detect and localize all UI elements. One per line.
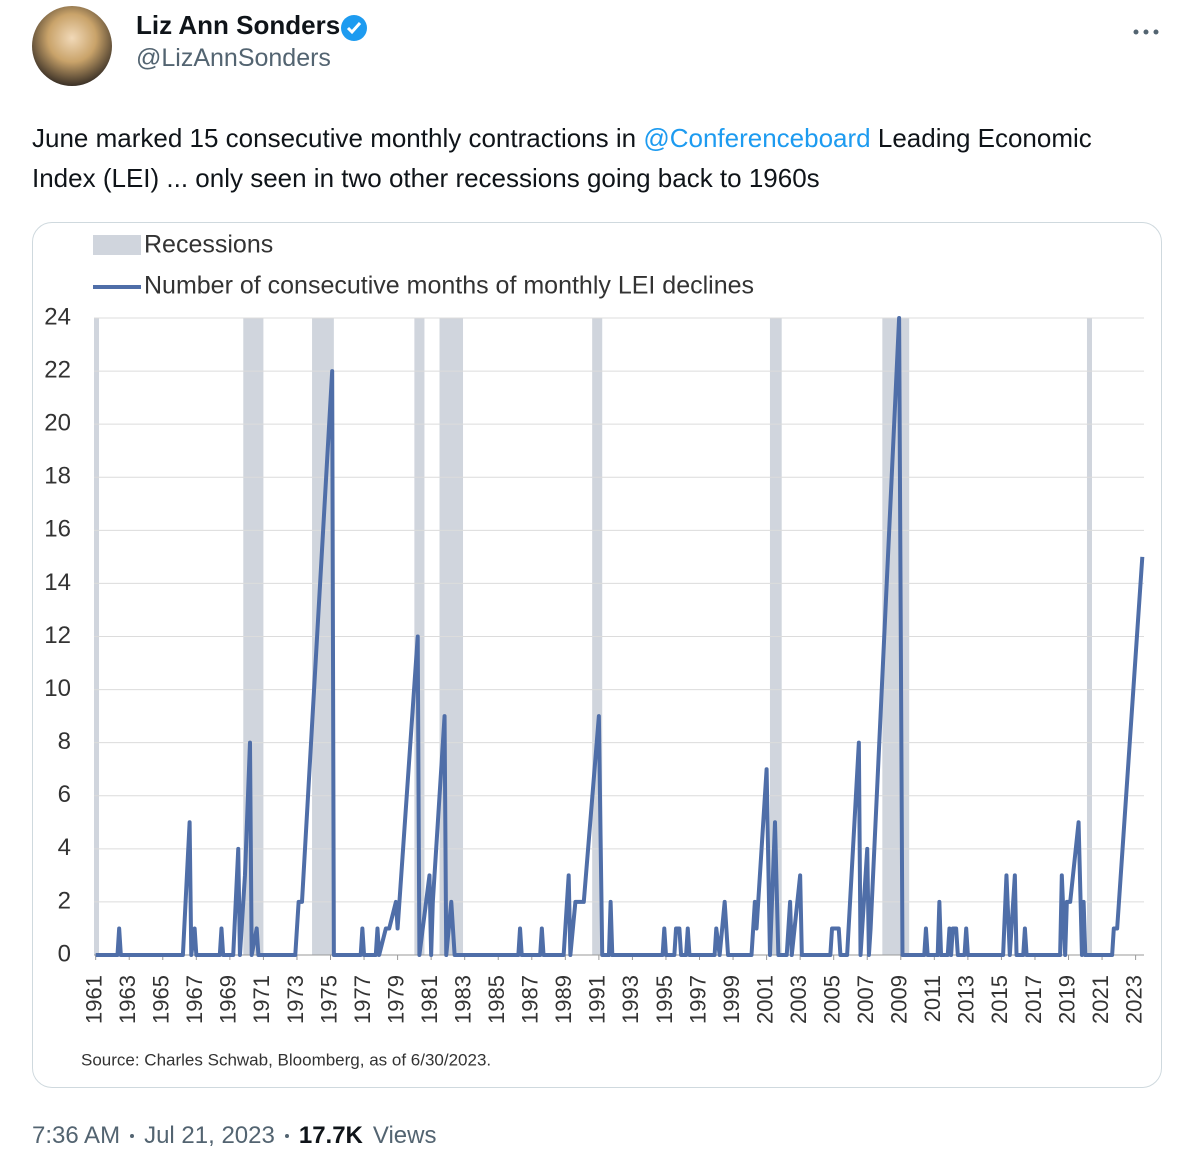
y-tick-label: 14 — [44, 569, 71, 596]
x-tick-label: 2005 — [820, 975, 845, 1024]
x-tick-label: 1991 — [585, 975, 610, 1024]
y-tick-label: 12 — [44, 622, 71, 649]
more-menu[interactable] — [1130, 26, 1162, 38]
source-note: Source: Charles Schwab, Bloomberg, as of… — [81, 1050, 491, 1069]
legend-label: Number of consecutive months of monthly … — [144, 272, 754, 300]
y-tick-label: 22 — [44, 356, 71, 383]
separator — [130, 1134, 135, 1138]
chart-card: 0 2 4 6 8 10 12 14 16 18 20 22 24 1961 1963 1965 1967 196… — [32, 222, 1162, 1088]
mention-link[interactable]: @Conferenceboard — [643, 123, 871, 153]
x-tick-label: 2021 — [1088, 975, 1113, 1024]
series-line — [95, 316, 1145, 957]
y-tick-label: 4 — [58, 834, 71, 861]
x-tick-label: 1969 — [216, 975, 241, 1024]
verified-badge — [341, 15, 367, 41]
x-tick-label: 2007 — [853, 975, 878, 1024]
x-tick-label: 1961 — [81, 975, 106, 1024]
x-tick-label: 2009 — [887, 975, 912, 1024]
y-tick-label: 8 — [58, 728, 71, 755]
x-tick-label: 1973 — [283, 975, 308, 1024]
views-count: 17.7K — [298, 1122, 363, 1149]
x-tick-label: 2003 — [786, 975, 811, 1024]
x-tick-label: 1965 — [149, 975, 174, 1024]
tweet-text: June marked 15 consecutive monthly contr… — [32, 118, 1132, 198]
y-tick-label: 24 — [44, 303, 71, 330]
x-tick-label: 2017 — [1021, 975, 1046, 1024]
user-handle[interactable]: @LizAnnSonders — [136, 44, 331, 72]
user-name[interactable]: Liz Ann Sonders — [136, 10, 341, 40]
y-tick-label: 20 — [44, 410, 71, 437]
x-tick-label: 1985 — [484, 975, 509, 1024]
y-tick-label: 0 — [58, 940, 71, 967]
x-tick-label: 1993 — [618, 975, 643, 1024]
separator — [284, 1134, 289, 1138]
tweet-footer: 7:36 AM Jul 21, 2023 17.7K Views — [32, 1122, 436, 1150]
avatar[interactable] — [30, 4, 114, 88]
x-tick-label: 1989 — [551, 975, 576, 1024]
x-tick-label: 1999 — [719, 975, 744, 1024]
x-tick-label: 1987 — [518, 975, 543, 1024]
x-tick-label: 1979 — [383, 975, 408, 1024]
x-tick-label: 1977 — [350, 975, 375, 1024]
date[interactable]: Jul 21, 2023 — [144, 1122, 275, 1149]
x-tick-label: 1967 — [182, 975, 207, 1024]
text: June marked 15 consecutive monthly contr… — [32, 123, 644, 153]
x-tick-label: 1963 — [115, 975, 140, 1024]
legend-label: Recessions — [144, 231, 273, 259]
y-tick-label: 6 — [58, 781, 71, 808]
x-tick-label: 2019 — [1054, 975, 1079, 1024]
text: Leading Economic Index (LEI) ... only se… — [32, 123, 1092, 193]
time: 7:36 AM — [32, 1122, 121, 1149]
x-tick-label: 2015 — [987, 975, 1012, 1024]
y-tick-label: 18 — [44, 463, 71, 490]
x-tick-label: 2001 — [752, 975, 777, 1024]
x-tick-label: 1983 — [450, 975, 475, 1024]
x-tick-label: 1981 — [417, 975, 442, 1024]
y-tick-label: 16 — [44, 516, 71, 543]
x-tick-label: 1971 — [249, 975, 274, 1024]
x-tick-label: 2011 — [920, 975, 945, 1022]
x-tick-label: 1997 — [685, 975, 710, 1024]
x-tick-label: 2023 — [1121, 975, 1146, 1024]
x-tick-label: 2013 — [954, 975, 979, 1024]
x-tick-label: 1975 — [316, 975, 341, 1024]
x-tick-label: 1995 — [652, 975, 677, 1024]
views-label: Views — [372, 1122, 437, 1149]
legend-swatch — [93, 235, 141, 255]
y-tick-label: 2 — [58, 887, 71, 914]
y-tick-label: 10 — [44, 675, 71, 702]
